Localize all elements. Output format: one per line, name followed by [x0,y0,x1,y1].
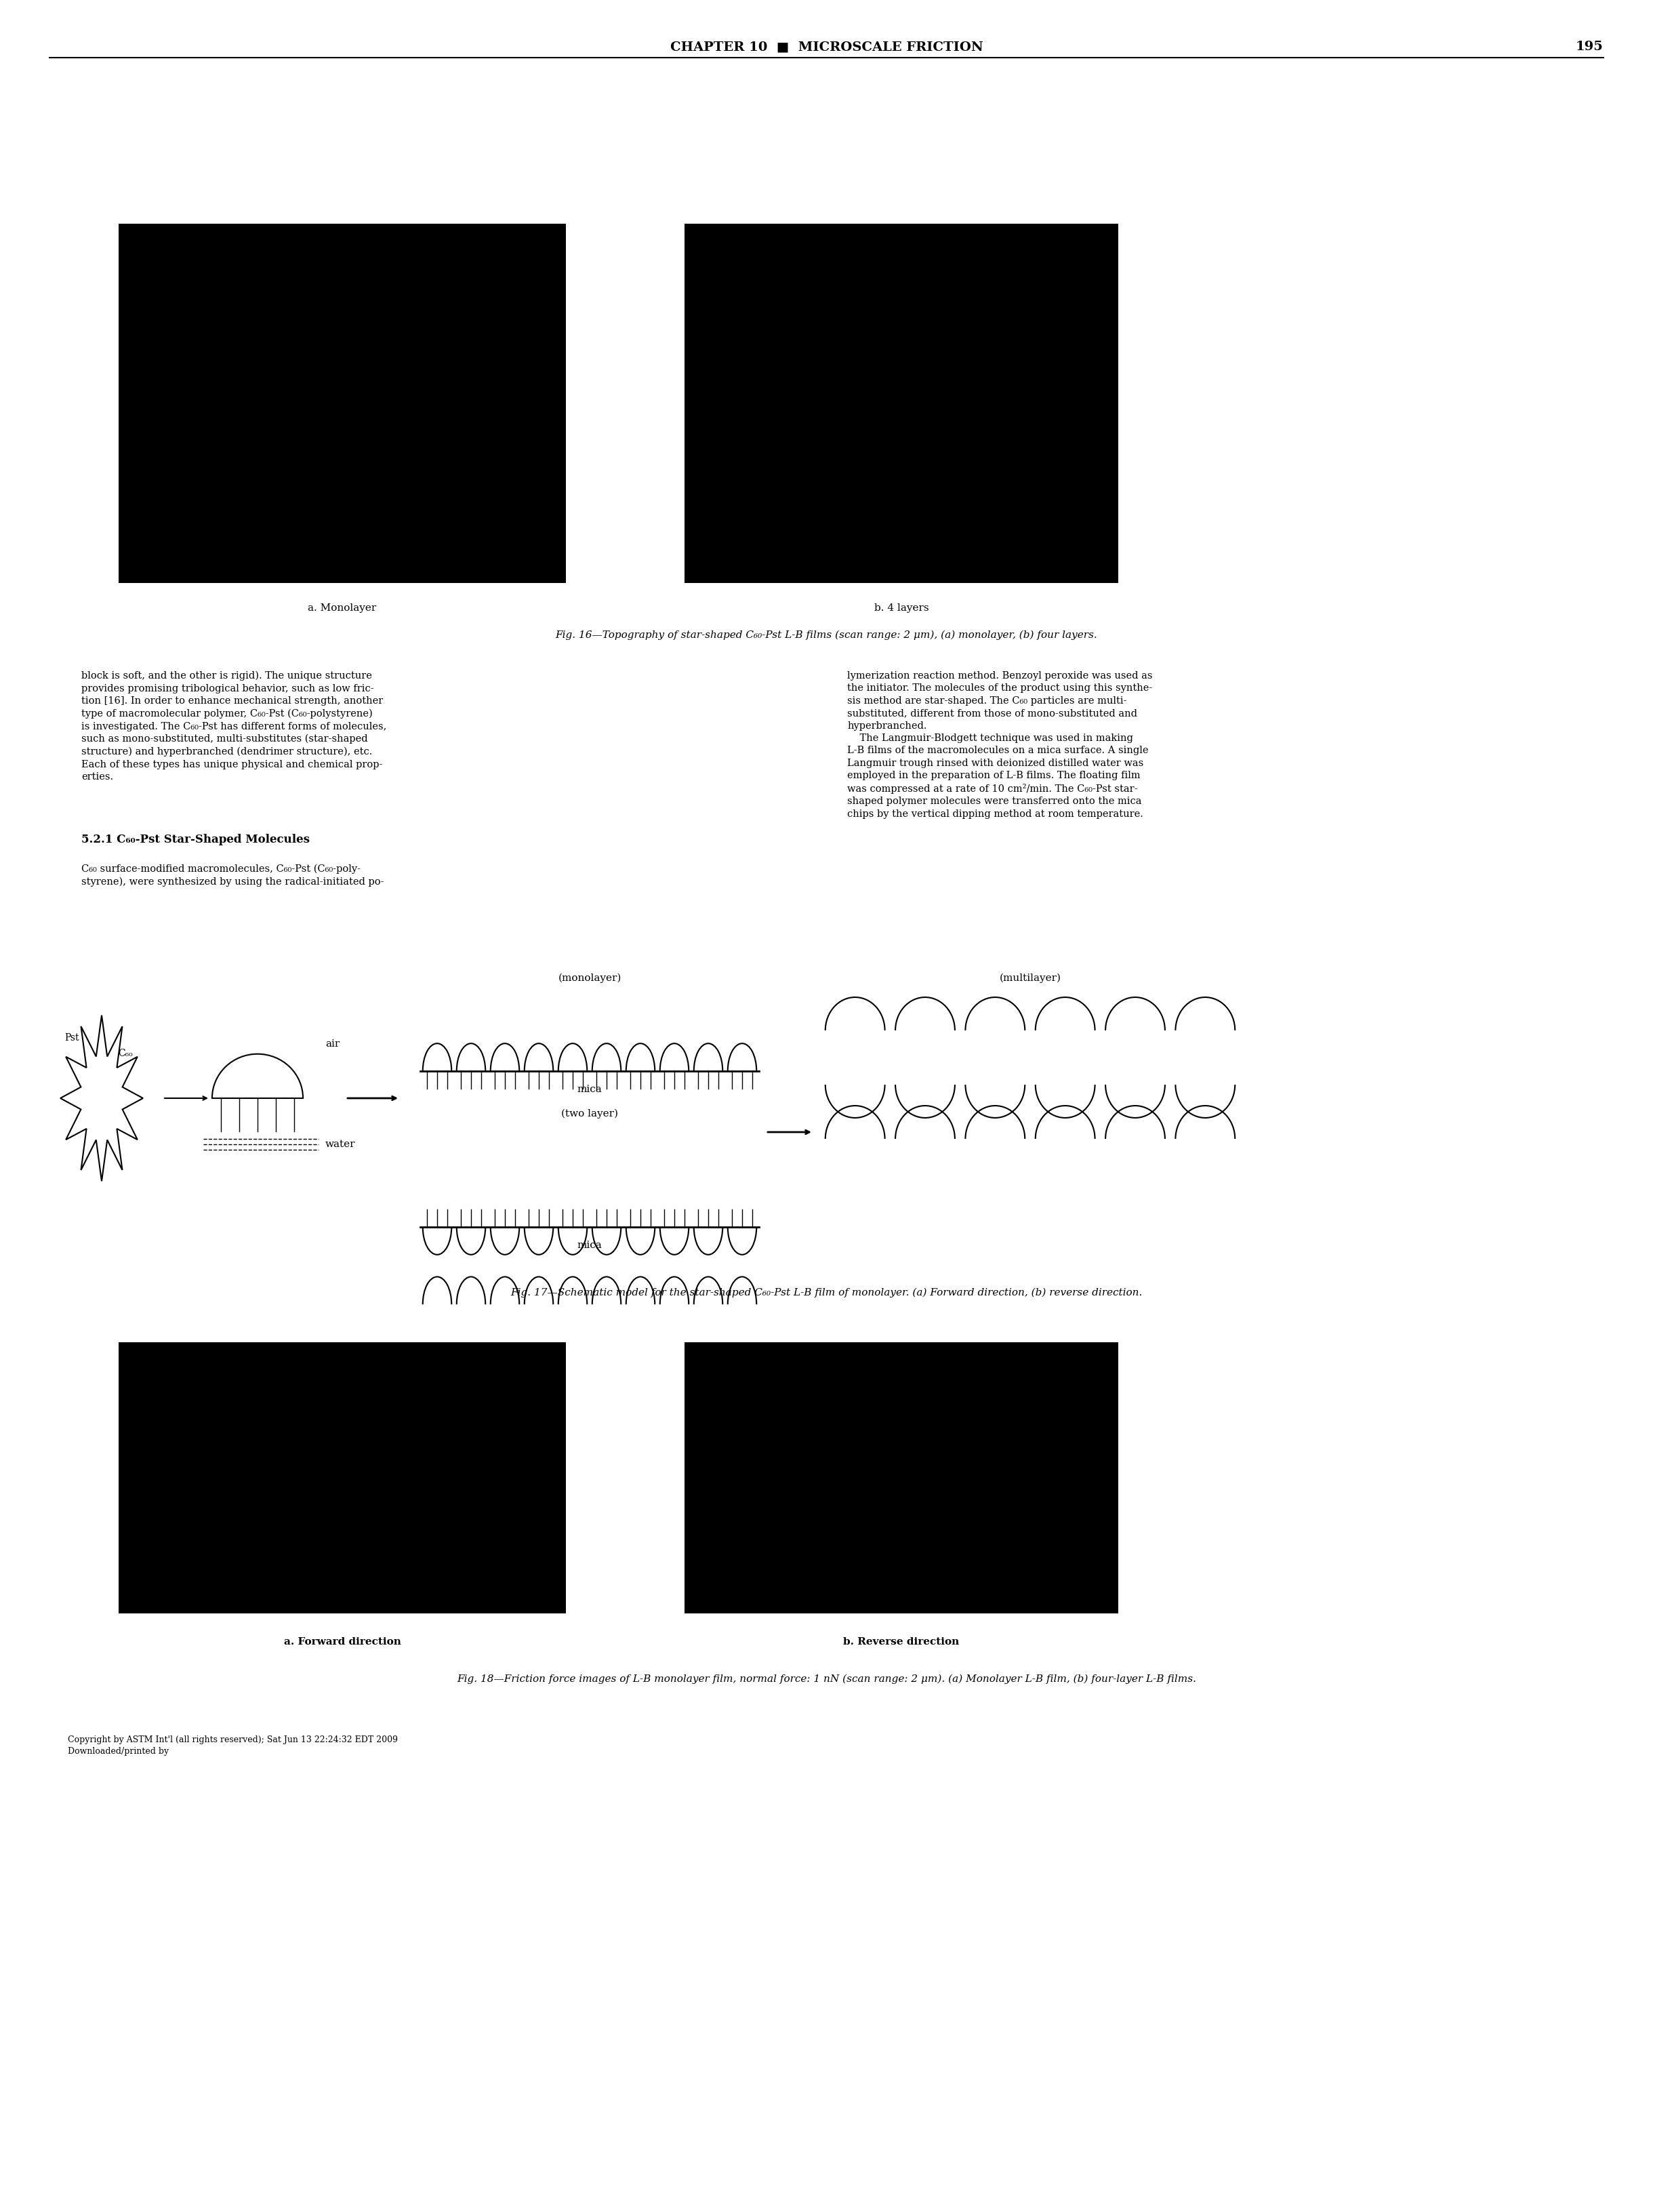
Text: b. 4 layers: b. 4 layers [874,604,929,613]
Polygon shape [61,1015,144,1181]
Text: C₆₀ surface-modified macromolecules, C₆₀-Pst (C₆₀-poly-
styrene), were synthesiz: C₆₀ surface-modified macromolecules, C₆₀… [81,865,383,887]
Text: Copyright by ASTM Int'l (all rights reserved); Sat Jun 13 22:24:32 EDT 2009
Down: Copyright by ASTM Int'l (all rights rese… [68,1736,398,1756]
Bar [684,223,1119,584]
Bar [684,1343,1119,1613]
Bar [119,1343,565,1613]
Text: (multilayer): (multilayer) [1000,973,1061,982]
Text: 195: 195 [1575,40,1603,53]
Text: (two layer): (two layer) [560,1108,618,1119]
Bar [119,223,565,584]
Text: 5.2.1 C₆₀-Pst Star-Shaped Molecules: 5.2.1 C₆₀-Pst Star-Shaped Molecules [81,834,309,845]
Text: CHAPTER 10  ■  MICROSCALE FRICTION: CHAPTER 10 ■ MICROSCALE FRICTION [669,40,984,53]
Text: lymerization reaction method. Benzoyl peroxide was used as
the initiator. The mo: lymerization reaction method. Benzoyl pe… [848,670,1152,818]
Text: b. Reverse direction: b. Reverse direction [843,1637,959,1646]
Text: a. Forward direction: a. Forward direction [284,1637,400,1646]
Text: Fig. 17—Schematic model for the star-shaped C₆₀-Pst L-B film of monolayer. (a) F: Fig. 17—Schematic model for the star-sha… [511,1287,1142,1298]
Text: mica: mica [577,1084,602,1095]
Text: (monolayer): (monolayer) [559,973,622,982]
Text: Fig. 18—Friction force images of L-B monolayer film, normal force: 1 nN (scan ra: Fig. 18—Friction force images of L-B mon… [456,1674,1197,1683]
Text: air: air [326,1040,341,1048]
Text: a. Monolayer: a. Monolayer [307,604,377,613]
Circle shape [89,1079,116,1115]
Text: block is soft, and the other is rigid). The unique structure
provides promising : block is soft, and the other is rigid). … [81,670,387,781]
Text: Pst: Pst [64,1033,79,1042]
Text: water: water [326,1139,355,1148]
Text: mica: mica [577,1241,602,1250]
Text: C₆₀: C₆₀ [119,1048,132,1057]
Text: Fig. 16—Topography of star-shaped C₆₀-Pst L-B films (scan range: 2 μm), (a) mono: Fig. 16—Topography of star-shaped C₆₀-Ps… [555,630,1098,639]
